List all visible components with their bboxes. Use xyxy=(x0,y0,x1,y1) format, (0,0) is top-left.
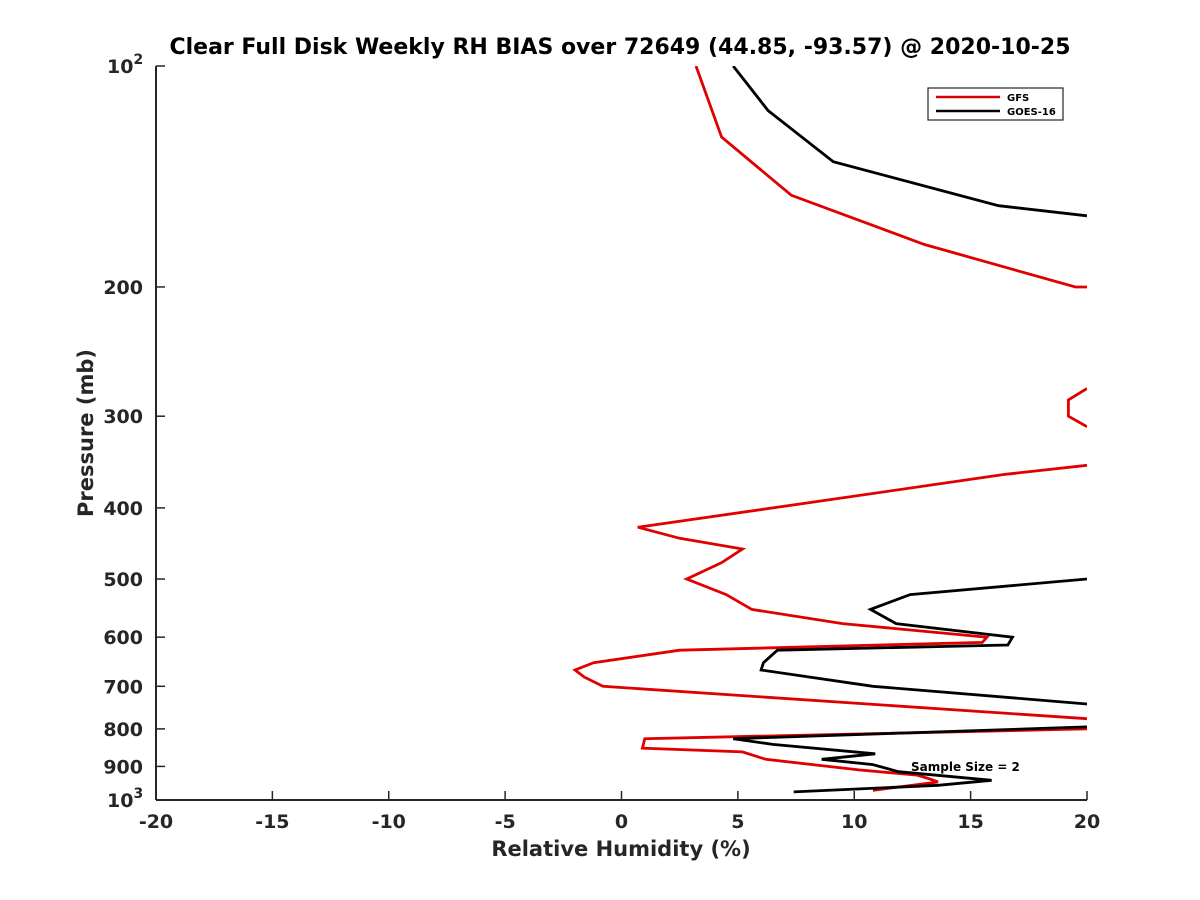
y-tick-label: 102 xyxy=(107,52,143,78)
x-tick-label: 20 xyxy=(1074,811,1100,833)
y-tick-label: 900 xyxy=(103,756,143,778)
legend-label-goes16: GOES-16 xyxy=(1007,107,1056,118)
series-line-gfs-2 xyxy=(572,463,1087,721)
legend-box xyxy=(927,87,1064,121)
y-tick-label: 300 xyxy=(103,406,143,428)
plot-area xyxy=(572,66,1087,794)
x-tick-label: 10 xyxy=(841,811,867,833)
sample-size-annotation: Sample Size = 2 xyxy=(911,760,1020,774)
x-tick-label: -20 xyxy=(139,811,173,833)
x-tick-label: -5 xyxy=(495,811,516,833)
series-line-goes16-1 xyxy=(759,577,1087,706)
legend: GFS GOES-16 xyxy=(927,87,1064,121)
series-line-goes16-2 xyxy=(733,725,1087,794)
x-tick-label: -10 xyxy=(372,811,406,833)
x-tick-label: 0 xyxy=(615,811,628,833)
series-line-gfs-3 xyxy=(640,727,1087,792)
x-tick-label: 15 xyxy=(957,811,983,833)
y-ticks: 102 200 300 400 500 600 700 800 900 103 xyxy=(103,52,165,812)
y-tick-label: 800 xyxy=(103,719,143,741)
series-line-gfs-0 xyxy=(694,66,1087,289)
x-ticks: -20 -15 -10 -5 0 5 10 15 20 xyxy=(139,791,1100,833)
x-tick-label: 5 xyxy=(731,811,744,833)
y-tick-label: 200 xyxy=(103,277,143,299)
chart-title: Clear Full Disk Weekly RH BIAS over 7264… xyxy=(169,35,1070,60)
x-tick-label: -15 xyxy=(255,811,289,833)
y-tick-label: 700 xyxy=(103,676,143,698)
series-line-gfs-1 xyxy=(1067,387,1087,428)
series-line-goes16-0 xyxy=(732,66,1087,218)
y-tick-label: 600 xyxy=(103,627,143,649)
x-axis-label: Relative Humidity (%) xyxy=(491,837,750,861)
legend-label-gfs: GFS xyxy=(1007,93,1029,104)
y-tick-label: 400 xyxy=(103,498,143,520)
y-tick-label: 500 xyxy=(103,569,143,591)
y-tick-label: 103 xyxy=(107,786,143,812)
y-axis-label: Pressure (mb) xyxy=(74,349,98,517)
